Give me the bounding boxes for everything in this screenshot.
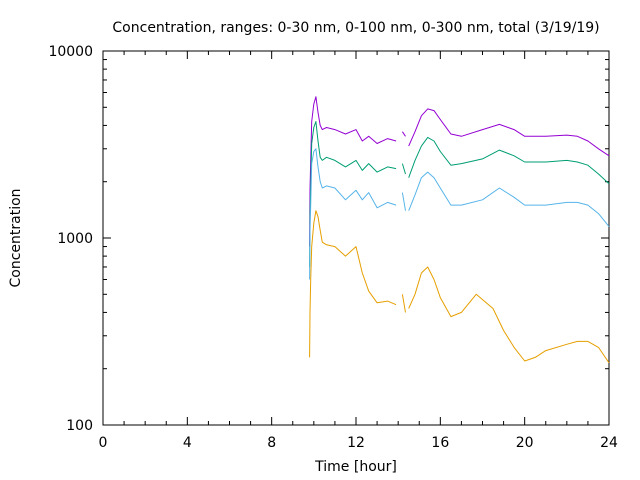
x-tick-label: 12 (347, 435, 365, 451)
x-tick-label: 4 (183, 435, 192, 451)
plot-frame (102, 50, 610, 426)
series-line-total (309, 96, 610, 247)
x-axis-label: Time [hour] (314, 459, 397, 475)
y-tick-label: 100 (66, 418, 93, 434)
x-tick-label: 20 (516, 435, 534, 451)
y-tick-label: 1000 (57, 231, 93, 247)
series-line-0-300-nm (309, 121, 610, 268)
y-tick-label: 10000 (48, 44, 93, 60)
x-tick-label: 0 (99, 435, 108, 451)
x-tick-label: 8 (267, 435, 276, 451)
series-line-0-30-nm (309, 210, 610, 364)
chart-title: Concentration, ranges: 0-30 nm, 0-100 nm… (112, 20, 599, 36)
series-line-0-100-nm (309, 148, 610, 280)
y-axis-label: Concentration (8, 188, 24, 287)
x-tick-label: 16 (431, 435, 449, 451)
x-tick-label: 24 (600, 435, 618, 451)
